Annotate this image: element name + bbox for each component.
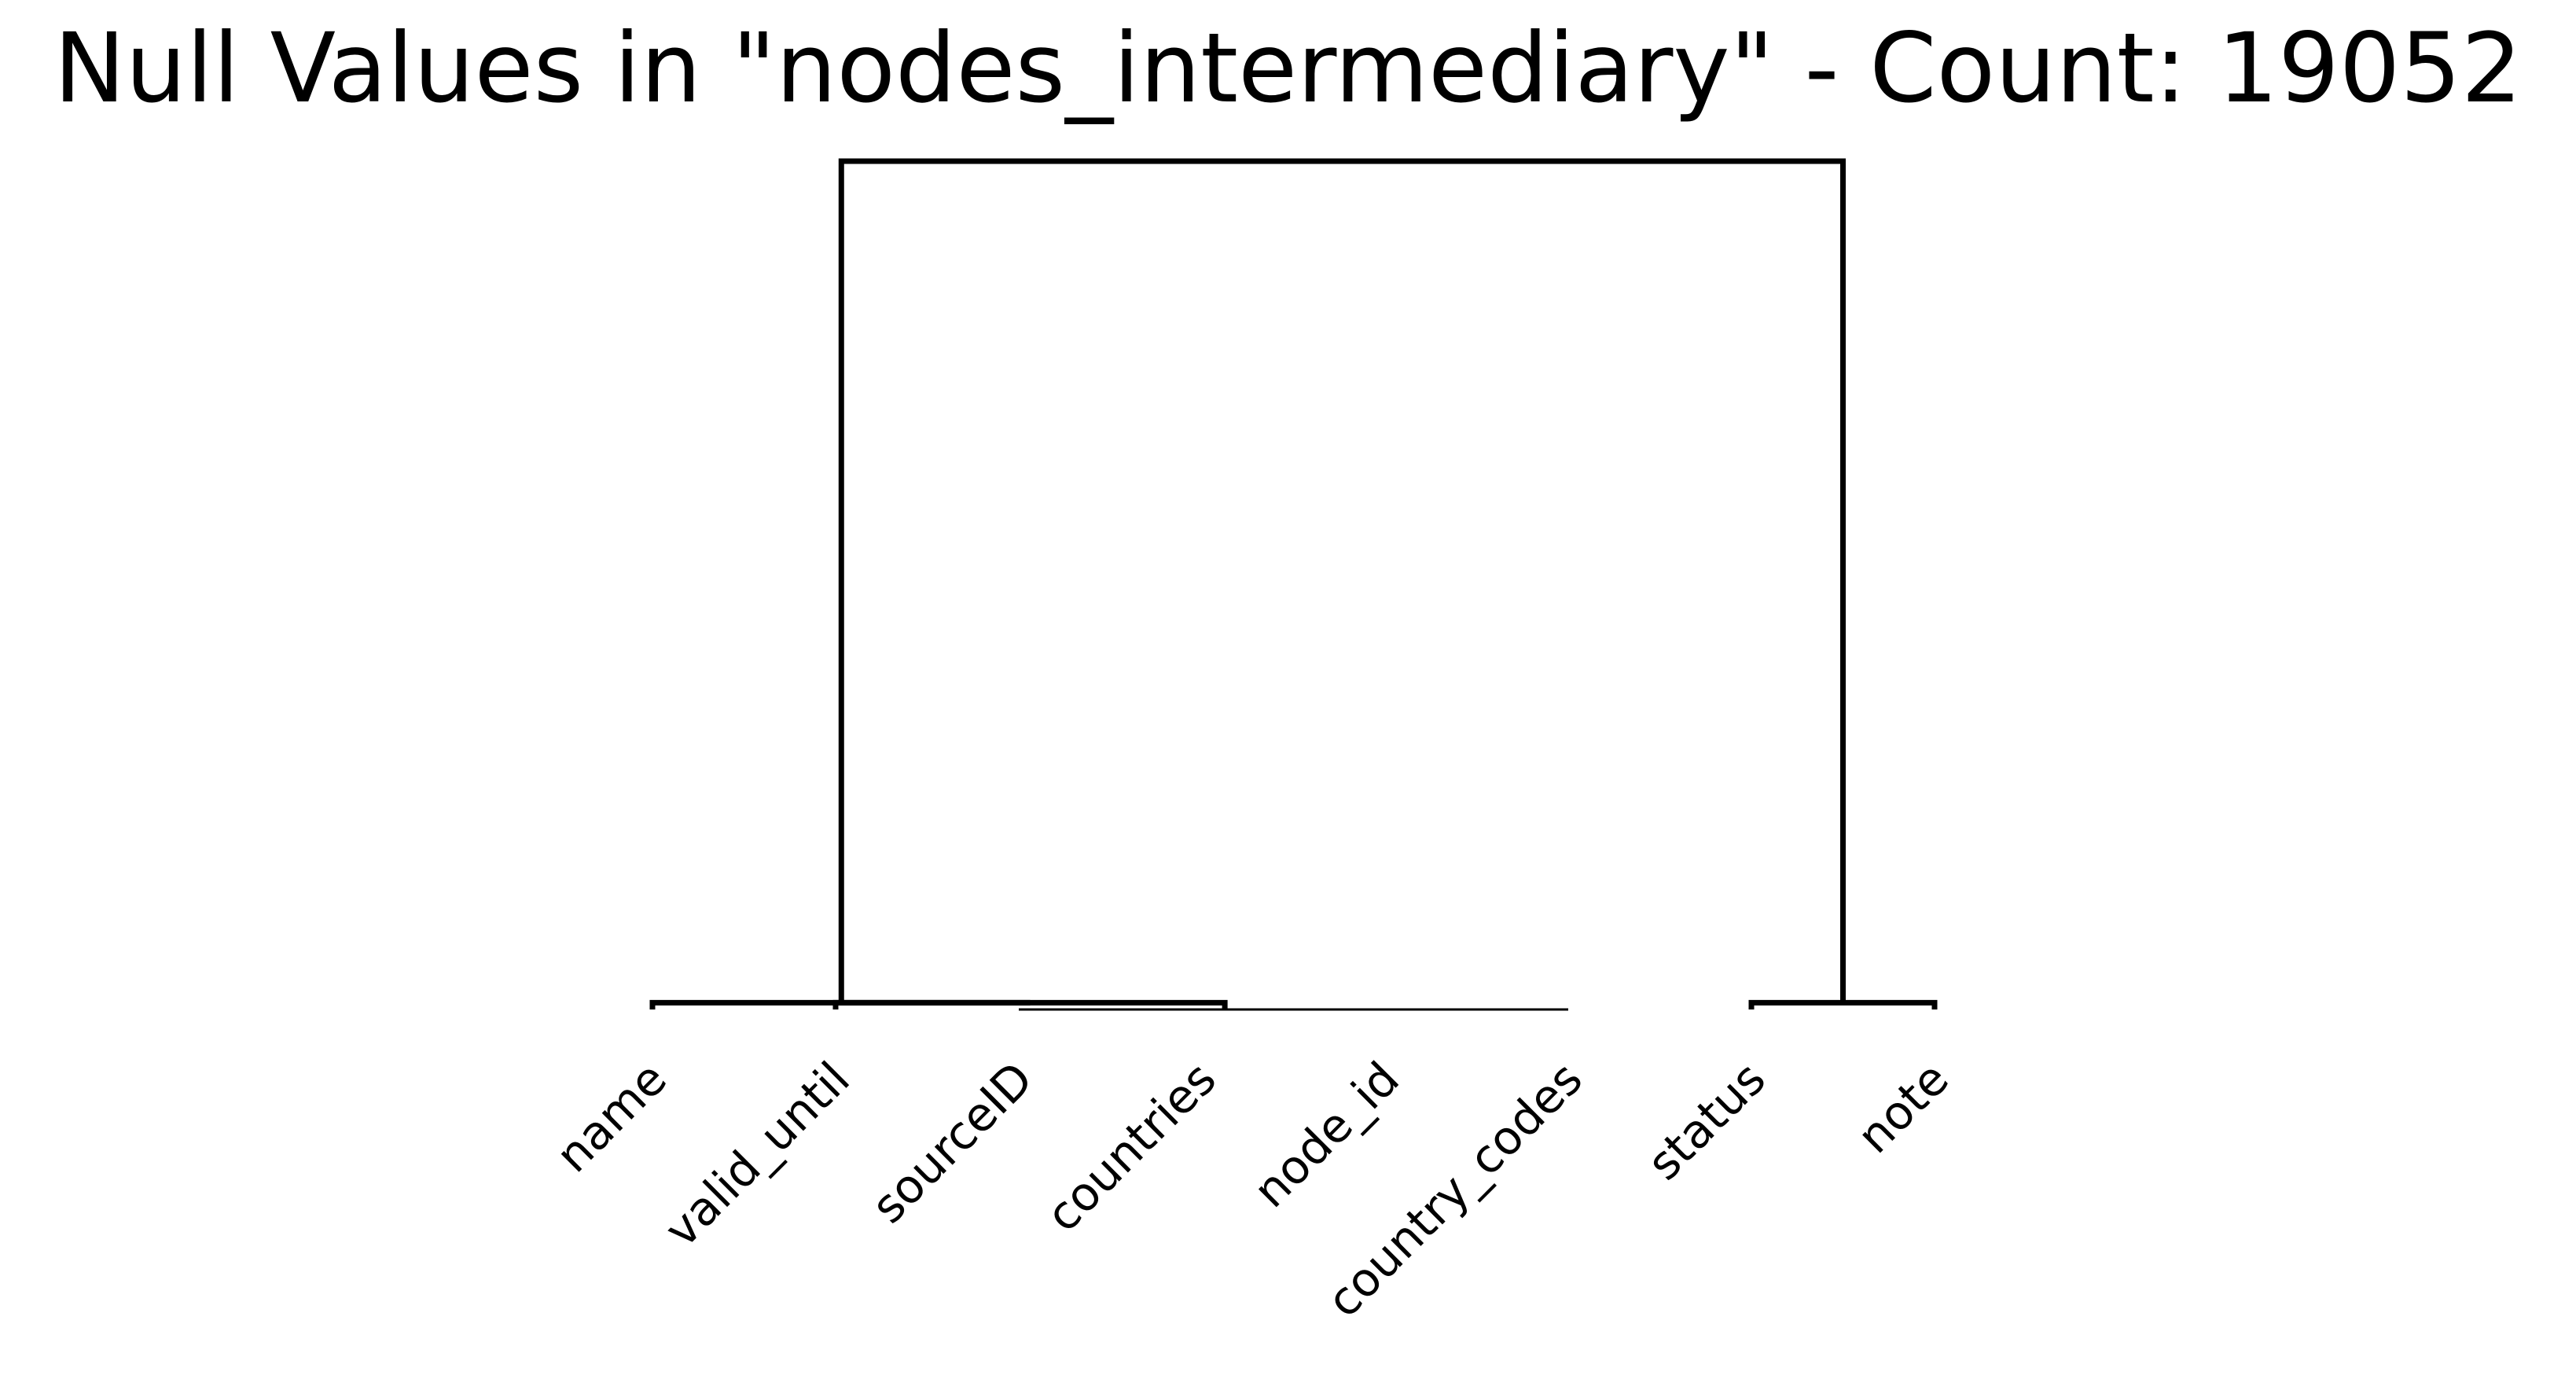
dendrogram-link-3 (832, 999, 1228, 1009)
leaf-label-countries: countries (1035, 1051, 1226, 1242)
dendrogram-link-6 (838, 158, 1846, 1003)
dendrogram-link-5 (1748, 999, 1938, 1009)
dendrogram-link-4 (649, 999, 1031, 1009)
leaf-label-sourceid: sourceID (861, 1051, 1043, 1234)
leaf-label-node-id: node_id (1243, 1051, 1409, 1218)
leaf-label-valid-until: valid_until (654, 1051, 860, 1257)
leaf-label-name: name (546, 1051, 677, 1182)
leaf-label-status: status (1637, 1051, 1776, 1190)
dendrogram-links (649, 158, 1938, 1011)
leaf-label-note: note (1847, 1051, 1959, 1164)
chart-title: Null Values in "nodes_intermediary" - Co… (53, 13, 2523, 124)
